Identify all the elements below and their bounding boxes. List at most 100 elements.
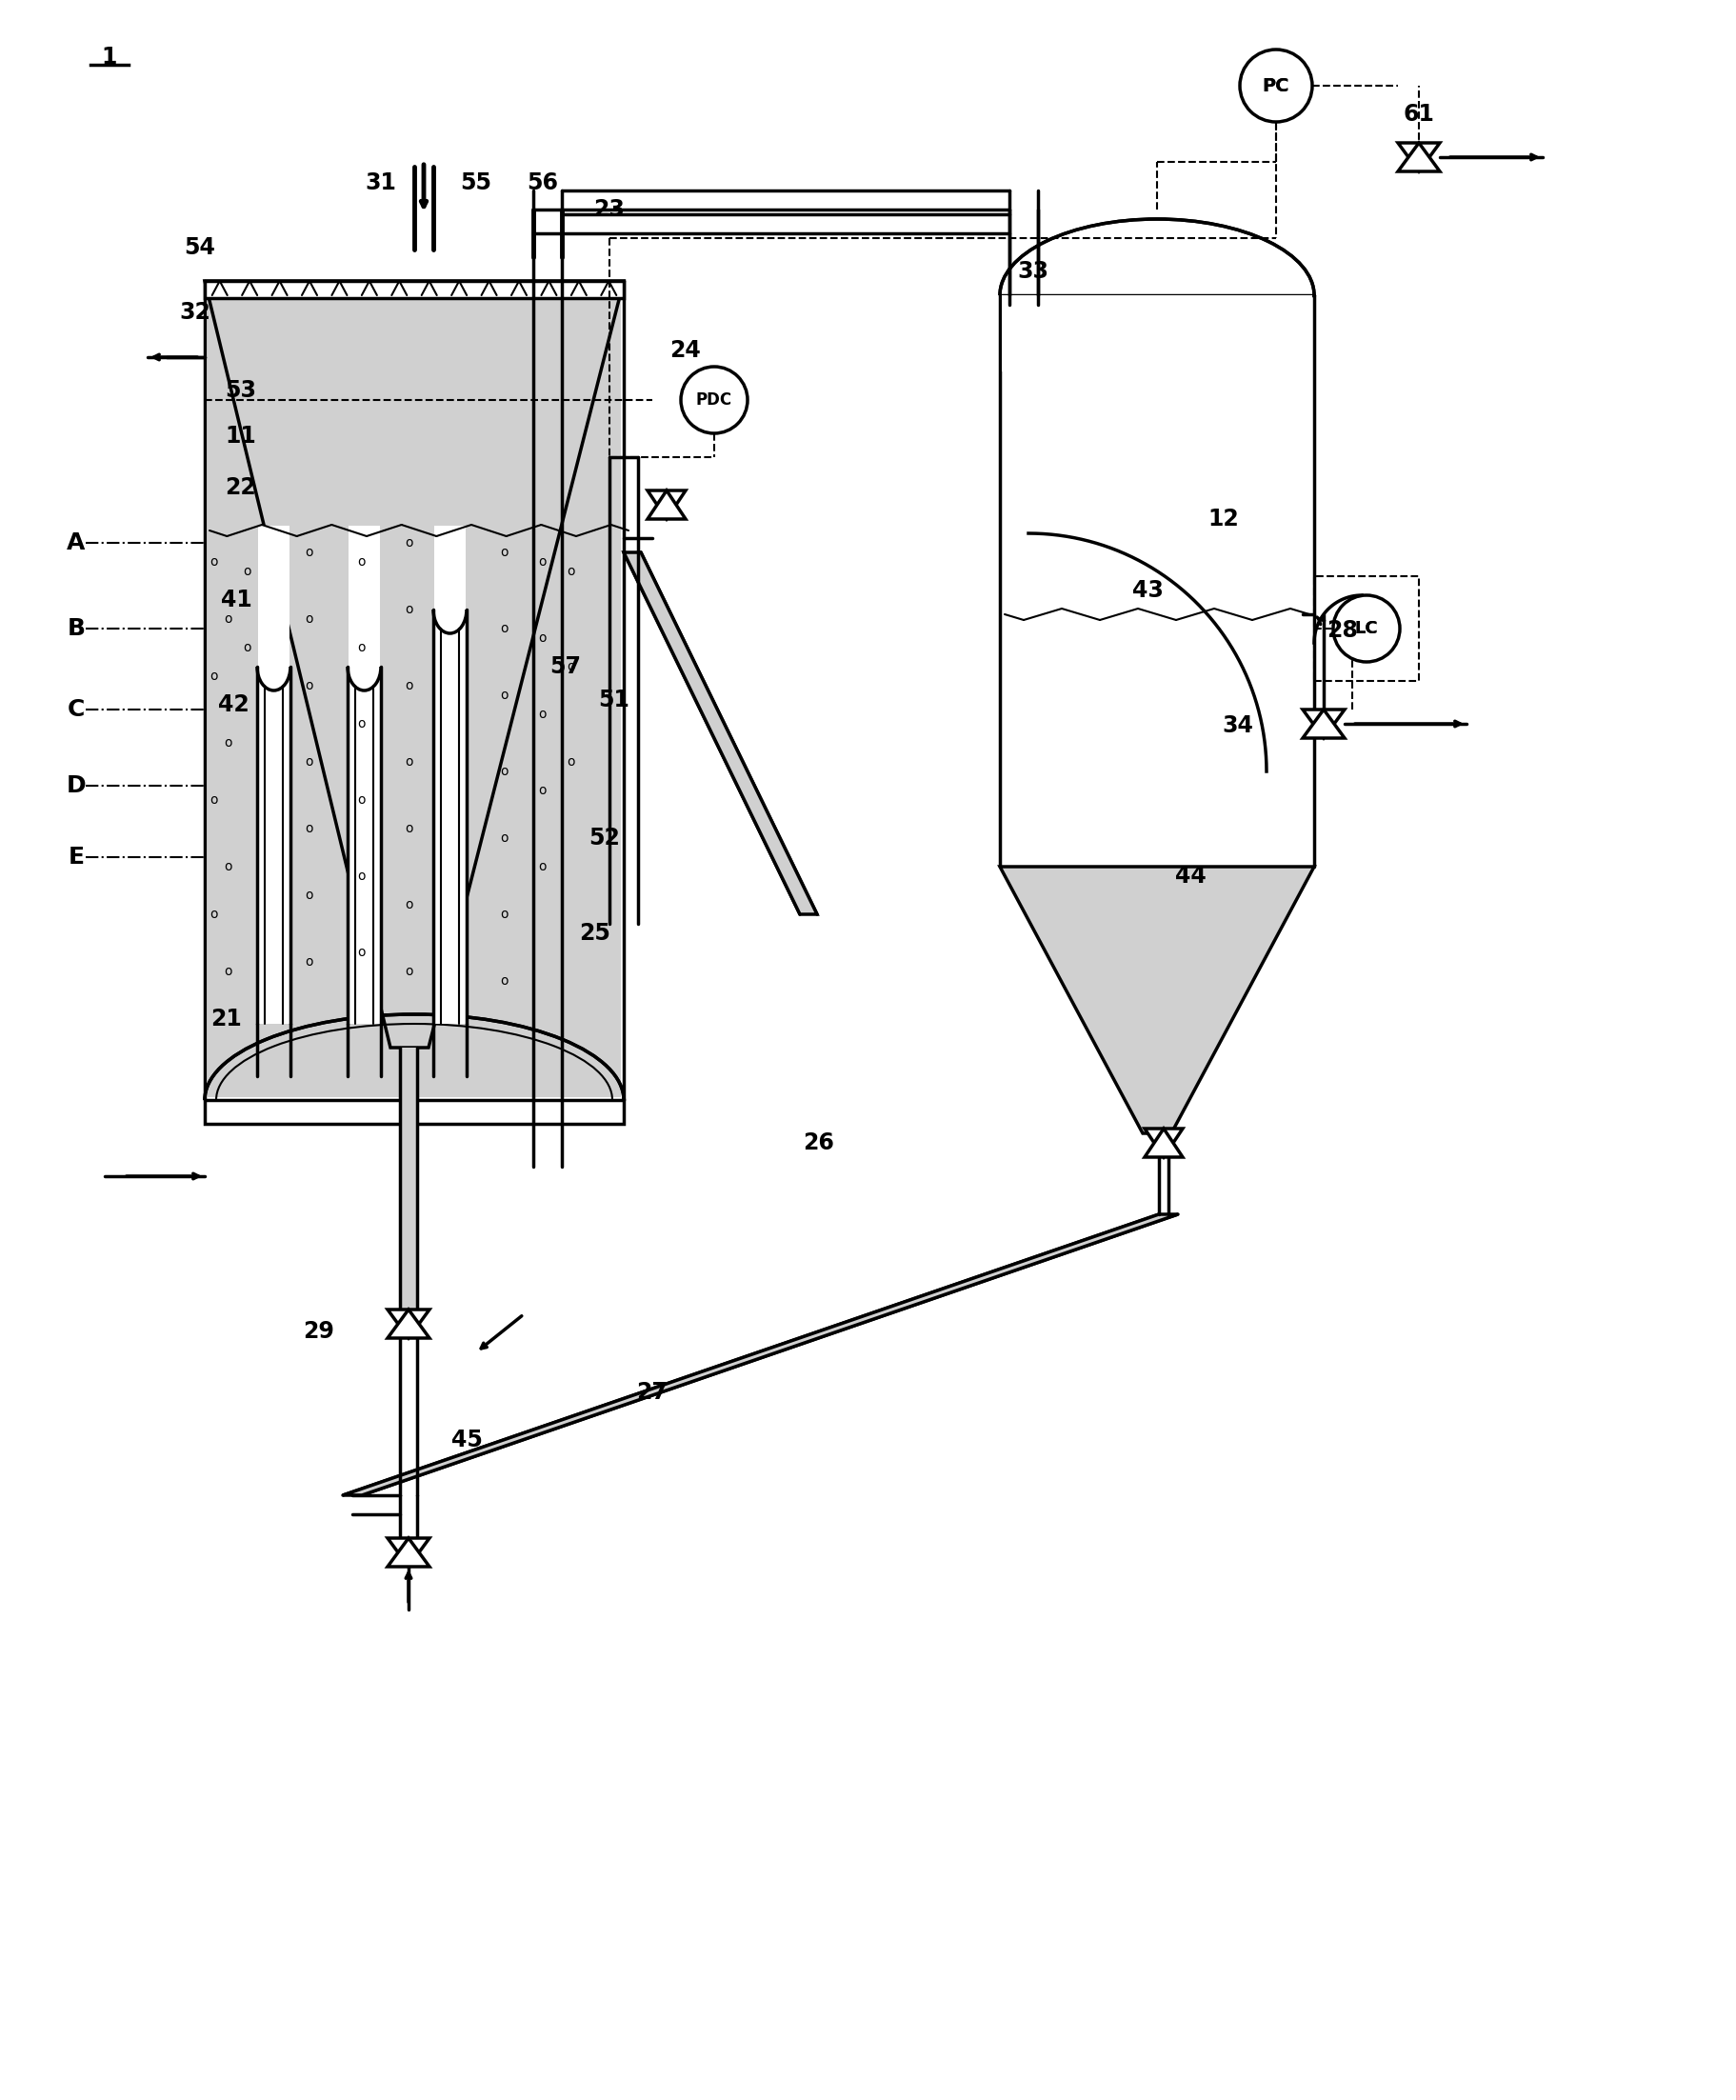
Text: o: o — [358, 945, 366, 960]
Text: o: o — [404, 536, 413, 550]
Text: 34: 34 — [1222, 714, 1253, 737]
Text: o: o — [224, 964, 233, 979]
Polygon shape — [648, 491, 686, 519]
Text: D: D — [66, 775, 87, 798]
Text: 12: 12 — [1208, 508, 1238, 531]
Text: 25: 25 — [580, 922, 611, 945]
Text: LC: LC — [1354, 619, 1377, 636]
Text: o: o — [306, 821, 314, 836]
Text: o: o — [306, 546, 314, 559]
Text: 44: 44 — [1174, 865, 1205, 888]
Polygon shape — [1144, 1128, 1182, 1157]
Text: o: o — [568, 756, 575, 769]
Text: o: o — [404, 756, 413, 769]
Text: 26: 26 — [802, 1132, 835, 1155]
FancyBboxPatch shape — [349, 525, 380, 1025]
Text: o: o — [358, 716, 366, 731]
FancyBboxPatch shape — [401, 1048, 417, 1323]
Text: o: o — [358, 794, 366, 806]
Polygon shape — [1397, 143, 1439, 172]
Text: o: o — [538, 632, 547, 645]
Polygon shape — [387, 1537, 429, 1567]
Text: A: A — [68, 531, 85, 554]
Text: o: o — [306, 613, 314, 626]
Text: 11: 11 — [226, 424, 257, 447]
Polygon shape — [623, 552, 816, 914]
Text: o: o — [404, 964, 413, 979]
Text: o: o — [243, 640, 252, 655]
Text: o: o — [306, 956, 314, 968]
Polygon shape — [1302, 710, 1344, 737]
FancyBboxPatch shape — [1002, 296, 1311, 609]
Text: 53: 53 — [226, 378, 257, 401]
Polygon shape — [1000, 867, 1314, 1134]
FancyBboxPatch shape — [434, 525, 465, 1025]
Circle shape — [1333, 594, 1399, 662]
Text: 52: 52 — [589, 827, 620, 850]
Text: 1: 1 — [102, 46, 118, 69]
Text: o: o — [538, 708, 547, 720]
Text: PC: PC — [1262, 78, 1288, 94]
Text: PDC: PDC — [696, 391, 733, 410]
Text: 55: 55 — [460, 172, 491, 195]
Text: 45: 45 — [451, 1428, 483, 1451]
Text: 56: 56 — [526, 172, 559, 195]
Text: 33: 33 — [1017, 260, 1049, 284]
Text: o: o — [224, 613, 233, 626]
Polygon shape — [1144, 1128, 1182, 1157]
Text: o: o — [224, 737, 233, 750]
Text: 57: 57 — [550, 655, 582, 678]
Text: E: E — [68, 846, 85, 869]
FancyBboxPatch shape — [205, 281, 623, 298]
Text: o: o — [568, 659, 575, 674]
Text: o: o — [538, 783, 547, 798]
FancyBboxPatch shape — [205, 1100, 623, 1124]
Text: o: o — [500, 974, 509, 987]
Text: PC: PC — [1262, 78, 1288, 94]
Text: o: o — [306, 678, 314, 693]
Polygon shape — [342, 1214, 1177, 1495]
Text: 27: 27 — [637, 1382, 668, 1403]
Text: o: o — [538, 554, 547, 569]
Polygon shape — [1302, 710, 1344, 737]
Text: o: o — [500, 764, 509, 779]
Polygon shape — [205, 281, 623, 1048]
Text: 42: 42 — [217, 693, 248, 716]
Text: 61: 61 — [1403, 103, 1434, 126]
Circle shape — [1240, 50, 1311, 122]
Circle shape — [681, 368, 746, 433]
Text: o: o — [404, 678, 413, 693]
Text: o: o — [210, 794, 219, 806]
FancyBboxPatch shape — [208, 1100, 620, 1186]
Text: o: o — [358, 869, 366, 882]
Text: 51: 51 — [599, 689, 630, 712]
Text: B: B — [68, 617, 85, 640]
Text: o: o — [243, 565, 252, 578]
Text: o: o — [404, 603, 413, 615]
Text: o: o — [210, 907, 219, 922]
Text: 22: 22 — [226, 477, 257, 500]
Polygon shape — [387, 1310, 429, 1338]
FancyBboxPatch shape — [208, 281, 620, 1096]
Text: o: o — [500, 689, 509, 701]
Text: 43: 43 — [1132, 580, 1163, 603]
Text: LC: LC — [1354, 619, 1377, 636]
Text: 54: 54 — [184, 235, 215, 258]
Text: o: o — [358, 554, 366, 569]
Polygon shape — [387, 1537, 429, 1567]
Text: C: C — [68, 697, 85, 720]
Text: o: o — [568, 565, 575, 578]
Text: 31: 31 — [365, 172, 396, 195]
Text: o: o — [306, 756, 314, 769]
Text: o: o — [404, 821, 413, 836]
Text: o: o — [210, 554, 219, 569]
Text: 41: 41 — [220, 588, 252, 611]
Text: 24: 24 — [670, 338, 701, 361]
Text: 29: 29 — [304, 1321, 335, 1342]
FancyBboxPatch shape — [1002, 296, 1311, 372]
Text: 21: 21 — [212, 1008, 241, 1031]
Text: o: o — [224, 861, 233, 874]
Text: o: o — [210, 670, 219, 682]
FancyBboxPatch shape — [259, 525, 290, 1025]
Text: o: o — [404, 899, 413, 911]
